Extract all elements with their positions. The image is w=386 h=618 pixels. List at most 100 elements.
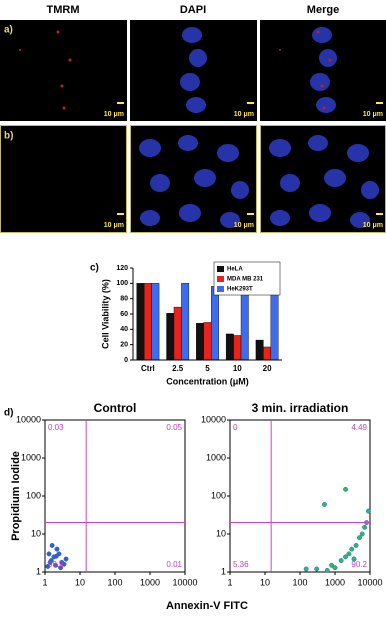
scale-label: 10 μm: [363, 222, 383, 229]
x-tick-label: 100: [107, 577, 122, 587]
x-tick-label: 10: [233, 364, 242, 373]
event-point: [47, 559, 53, 565]
bar: [233, 335, 242, 361]
legend-swatch: [217, 286, 224, 292]
y-tick-label: 120: [116, 265, 128, 272]
bar: [225, 333, 234, 361]
column-header: DAPI: [180, 4, 206, 16]
y-tick-label: 1000: [21, 452, 41, 462]
bar: [263, 346, 272, 361]
bar: [203, 322, 212, 361]
event-point: [359, 531, 365, 537]
event-point: [314, 566, 320, 572]
x-tick-label: 1: [227, 577, 232, 587]
quadrant-value: 4.49: [351, 423, 367, 432]
bar: [211, 286, 219, 361]
quadrant-value: 90.2: [351, 560, 367, 569]
event-point: [365, 508, 371, 514]
scale-label: 10 μm: [234, 222, 254, 229]
legend-swatch: [217, 266, 224, 272]
y-tick-label: 1000: [206, 452, 226, 462]
x-tick-label: Ctrl: [141, 364, 155, 373]
x-tick-label: 1000: [325, 577, 345, 587]
y-axis-label: Propidium Iodide: [10, 451, 22, 541]
event-point: [303, 566, 309, 572]
bar: [255, 339, 264, 361]
y-tick-label: 1: [36, 566, 41, 576]
bar: [196, 323, 204, 361]
y-tick-label: 100: [26, 490, 41, 500]
y-tick-label: 10: [216, 528, 226, 538]
x-tick-label: 10000: [172, 577, 197, 587]
bar: [143, 283, 152, 361]
quadrant-value: 0: [233, 423, 238, 432]
bar: [181, 283, 190, 361]
event-point: [58, 565, 64, 571]
quadrant-value: 5.36: [233, 560, 249, 569]
x-axis-label: Concentration (μM): [166, 376, 249, 386]
event-point: [351, 556, 357, 562]
event-point: [346, 551, 352, 557]
panel-label: c): [90, 263, 99, 274]
row-label: b): [4, 131, 13, 142]
scale-label: 10 μm: [104, 222, 124, 229]
event-point: [338, 558, 344, 564]
scale-label: 10 μm: [234, 111, 254, 118]
event-point: [349, 546, 355, 552]
column-header: TMRM: [47, 4, 80, 16]
event-point: [329, 562, 335, 568]
legend-label: HeLA: [227, 267, 243, 273]
x-tick-label: 10: [260, 577, 270, 587]
y-tick-label: 40: [120, 326, 128, 333]
scale-label: 10 μm: [104, 111, 124, 118]
event-point: [353, 542, 359, 548]
quadrant-value: 0.05: [166, 423, 182, 432]
microscopy: TMRM DAPI Merge a) b) 10 μm 10 μm 10 μm …: [0, 4, 386, 233]
y-tick-label: 100: [116, 280, 128, 287]
bar: [173, 306, 182, 361]
x-tick-label: 10000: [357, 577, 382, 587]
y-tick-label: 20: [120, 342, 128, 349]
quadrant-value: 0.01: [166, 560, 182, 569]
event-point: [322, 501, 327, 507]
y-tick-label: 10: [31, 528, 41, 538]
bar: [270, 290, 279, 361]
bar: [240, 288, 249, 361]
x-tick-label: 2.5: [172, 364, 184, 373]
event-point: [343, 486, 348, 492]
event-point: [54, 546, 60, 552]
row-label: a): [4, 25, 13, 36]
event-point: [357, 535, 362, 541]
event-point: [45, 563, 51, 569]
event-point: [332, 565, 338, 571]
quadrant-value: 99.9: [48, 560, 64, 569]
y-tick-label: 0: [124, 357, 128, 364]
chart-title: Control: [94, 401, 137, 415]
bar: [136, 283, 145, 361]
panel-label: d): [4, 408, 13, 419]
image: [0, 125, 127, 233]
event-point: [343, 554, 348, 560]
event-point: [53, 553, 59, 559]
chart-title: 3 min. irradiation: [252, 401, 349, 415]
y-tick-label: 10000: [201, 414, 226, 424]
y-tick-label: 1: [221, 566, 226, 576]
quadrant-value: 0.03: [48, 423, 64, 432]
y-tick-label: 10000: [16, 414, 41, 424]
event-point: [61, 561, 67, 567]
x-tick-label: 100: [292, 577, 307, 587]
scale-label: 10 μm: [363, 111, 383, 118]
legend-label: MDA MB 231: [227, 277, 264, 283]
x-tick-label: 20: [263, 364, 272, 373]
legend-box: [213, 261, 281, 296]
legend-swatch: [217, 276, 224, 282]
x-axis-label: Annexin-V FITC: [166, 600, 248, 612]
plot-frame: [44, 419, 186, 573]
y-tick-label: 80: [120, 296, 128, 303]
y-tick-label: 100: [211, 490, 226, 500]
x-tick-label: 1000: [140, 577, 160, 587]
plot-frame: [229, 419, 371, 573]
image: [0, 20, 127, 121]
legend-label: HeK293T: [227, 287, 253, 293]
event-point: [46, 551, 52, 557]
